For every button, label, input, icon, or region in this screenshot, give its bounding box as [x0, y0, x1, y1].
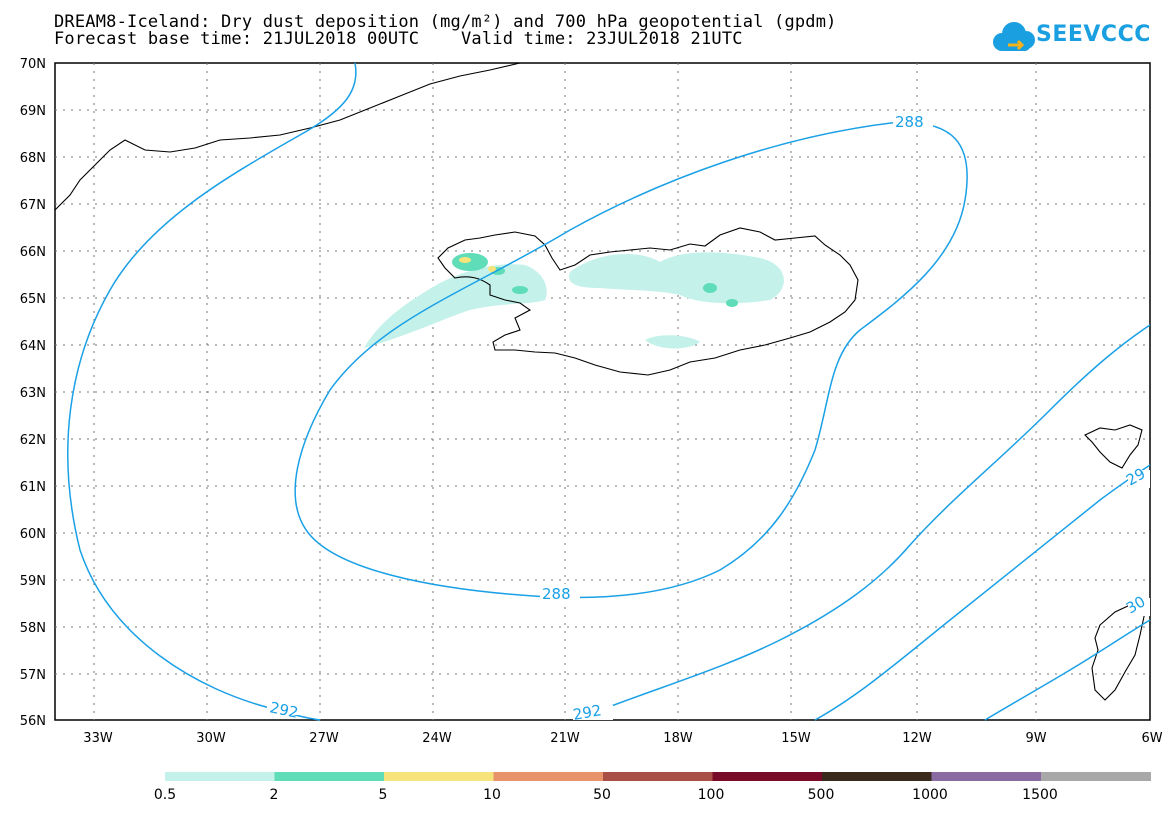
- legend-label: 500: [808, 787, 835, 803]
- lon-label: 27W: [309, 731, 339, 746]
- lon-label: 18W: [663, 731, 693, 746]
- contour-labels: 288 288 292 292 29 30: [267, 112, 1150, 724]
- dust-deposition-field: [364, 252, 784, 349]
- lon-label: 24W: [422, 731, 452, 746]
- legend-swatch: [1041, 772, 1151, 781]
- legend-swatch: [384, 772, 494, 781]
- legend-swatch: [931, 772, 1042, 781]
- lat-label: 68N: [20, 151, 46, 166]
- legend-label: 1500: [1022, 787, 1058, 803]
- legend-swatch: [603, 772, 713, 781]
- legend-swatch: [493, 772, 604, 781]
- legend-swatch: [712, 772, 823, 781]
- lat-label: 70N: [20, 57, 46, 72]
- lat-label: 57N: [20, 668, 46, 683]
- lon-label: 6W: [1141, 731, 1162, 746]
- lon-label: 33W: [83, 731, 113, 746]
- longitude-labels: 33W 30W 27W 24W 21W 18W 15W 12W 9W 6W: [83, 731, 1162, 746]
- lat-label: 58N: [20, 621, 46, 636]
- lon-label: 12W: [902, 731, 932, 746]
- latitude-labels: 70N 69N 68N 67N 66N 65N 64N 63N 62N 61N …: [20, 57, 46, 729]
- legend-labels: 0.5 2 5 10 50 100 500 1000 1500: [154, 787, 1058, 803]
- legend-label: 10: [483, 787, 501, 803]
- lat-label: 59N: [20, 574, 46, 589]
- lat-label: 61N: [20, 480, 46, 495]
- lon-label: 21W: [550, 731, 580, 746]
- lat-label: 62N: [20, 433, 46, 448]
- map-frame: [54, 62, 1151, 721]
- legend-label: 2: [270, 787, 279, 803]
- graticule: [55, 63, 1150, 720]
- legend-label: 0.5: [154, 787, 176, 803]
- legend-label: 100: [698, 787, 725, 803]
- lat-label: 64N: [20, 339, 46, 354]
- contour-label: 292: [572, 701, 603, 724]
- lat-label: 66N: [20, 245, 46, 260]
- cloud-icon: [993, 22, 1035, 51]
- lon-label: 30W: [196, 731, 226, 746]
- lat-label: 65N: [20, 292, 46, 307]
- contour-label: 292: [268, 698, 300, 722]
- seevccc-logo: [993, 22, 1035, 51]
- legend-swatch: [165, 772, 275, 781]
- map-subtitle: Forecast base time: 21JUL2018 00UTC Vali…: [54, 29, 743, 49]
- legend-swatch: [274, 772, 385, 781]
- lat-label: 69N: [20, 104, 46, 119]
- geopotential-contours: [67, 62, 1151, 721]
- map-title: DREAM8-Iceland: Dry dust deposition (mg/…: [54, 12, 837, 32]
- legend-label: 1000: [912, 787, 948, 803]
- logo-text: SEEVCCC: [1036, 22, 1151, 47]
- contour-label: 288: [895, 113, 924, 131]
- legend-label: 5: [379, 787, 388, 803]
- legend-swatch: [822, 772, 932, 781]
- coastline: [54, 62, 1146, 701]
- lat-label: 60N: [20, 527, 46, 542]
- legend-label: 50: [593, 787, 611, 803]
- lat-label: 67N: [20, 198, 46, 213]
- lon-label: 9W: [1025, 731, 1046, 746]
- lat-label: 56N: [20, 714, 46, 729]
- contour-label: 288: [542, 585, 571, 603]
- lon-label: 15W: [781, 731, 811, 746]
- legend-colorbar: [165, 772, 1151, 781]
- lat-label: 63N: [20, 386, 46, 401]
